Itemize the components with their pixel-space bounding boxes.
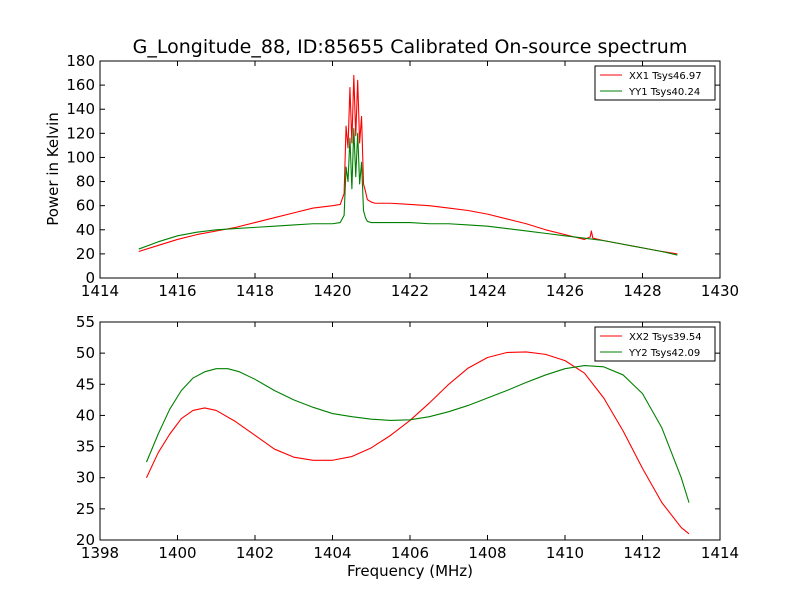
x-tick-label: 1430 bbox=[701, 282, 739, 300]
x-tick-label: 1398 bbox=[81, 544, 119, 562]
series-line-2-2 bbox=[145, 365, 690, 503]
x-axis-label: Frequency (MHz) bbox=[347, 562, 473, 580]
y-tick-label: 55 bbox=[76, 313, 95, 331]
y-tick-label: 50 bbox=[76, 344, 95, 362]
x-tick-label: 1410 bbox=[546, 544, 584, 562]
bottom-panel: 1398 1400 1402 1404 1406 1408 1410 1412 1414 20 25… bbox=[76, 313, 739, 562]
x-tick-label: 1418 bbox=[236, 282, 274, 300]
x-tick-label: 1414 bbox=[81, 282, 119, 300]
y-tick-label: 30 bbox=[76, 469, 95, 487]
y-tick-label: 100 bbox=[66, 148, 95, 166]
y-tick-label: 35 bbox=[76, 438, 95, 456]
legend-1: XX1 Tsys46.97 YY1 Tsys40.24 bbox=[594, 65, 716, 101]
y-axis-label: Power in Kelvin bbox=[44, 112, 62, 226]
x-tick-label: 1420 bbox=[313, 282, 351, 300]
x-tick-label: 1426 bbox=[546, 282, 584, 300]
series-line-2-1 bbox=[146, 351, 690, 535]
y-tick-label: 160 bbox=[66, 76, 95, 94]
chart-title: G_Longitude_88, ID:85655 Calibrated On-s… bbox=[133, 36, 688, 58]
legend-2: XX2 Tsys39.54 YY2 Tsys42.09 bbox=[594, 326, 716, 362]
x-tick-label: 1408 bbox=[468, 544, 506, 562]
x-tick-label: 1412 bbox=[623, 544, 661, 562]
x-tick-label: 1424 bbox=[468, 282, 506, 300]
y-tick-label: 120 bbox=[66, 124, 95, 142]
x-tick-label: 1406 bbox=[391, 544, 429, 562]
y-tick-label: 40 bbox=[76, 221, 95, 239]
y-tick-label: 180 bbox=[66, 52, 95, 70]
x-tick-label: 1416 bbox=[158, 282, 196, 300]
x-tick-label: 1400 bbox=[158, 544, 196, 562]
y-tick-label: 60 bbox=[76, 197, 95, 215]
y-tick-label: 40 bbox=[76, 406, 95, 424]
x-tick-label: 1404 bbox=[313, 544, 351, 562]
legend-box bbox=[594, 65, 716, 101]
y-tick-label: 20 bbox=[76, 531, 95, 549]
x-tick-label: 1414 bbox=[701, 544, 739, 562]
y-tick-label: 0 bbox=[85, 269, 95, 287]
y-tick-label: 140 bbox=[66, 100, 95, 118]
y-tick-label: 80 bbox=[76, 173, 95, 191]
x-tick-label: 1422 bbox=[391, 282, 429, 300]
legend-entry: YY2 Tsys42.09 bbox=[628, 348, 700, 359]
top-panel: 1414 1416 1418 1420 1422 1424 1426 1428 1430 0 20 4… bbox=[66, 52, 739, 300]
legend-box bbox=[594, 326, 716, 362]
legend-entry: XX2 Tsys39.54 bbox=[629, 332, 702, 343]
series-line-1-2 bbox=[138, 127, 678, 256]
x-tick-label: 1428 bbox=[623, 282, 661, 300]
legend-entry: XX1 Tsys46.97 bbox=[629, 71, 702, 82]
x-tick-label: 1402 bbox=[236, 544, 274, 562]
legend-entry: YY1 Tsys40.24 bbox=[628, 87, 700, 98]
y-tick-label: 25 bbox=[76, 500, 95, 518]
y-tick-label: 20 bbox=[76, 245, 95, 263]
y-tick-label: 45 bbox=[76, 375, 95, 393]
